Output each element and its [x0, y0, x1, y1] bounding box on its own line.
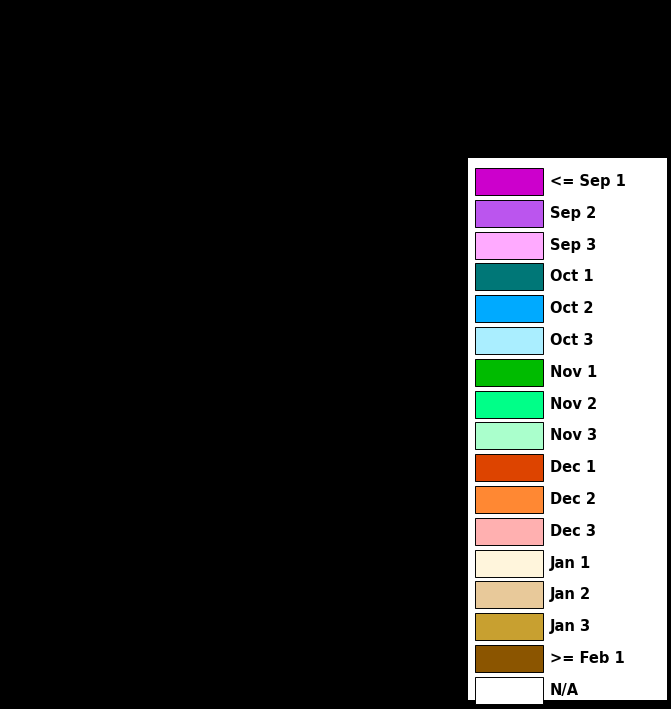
- Text: Oct 3: Oct 3: [550, 333, 594, 348]
- Bar: [475, 581, 543, 608]
- Text: Sep 3: Sep 3: [550, 238, 597, 252]
- Text: Jan 1: Jan 1: [550, 556, 591, 571]
- Bar: [475, 200, 543, 227]
- Text: Sep 2: Sep 2: [550, 206, 597, 220]
- Bar: [475, 423, 543, 450]
- Bar: [475, 677, 543, 704]
- Text: Jan 3: Jan 3: [550, 619, 591, 634]
- Bar: [475, 295, 543, 322]
- Bar: [475, 327, 543, 354]
- Bar: [475, 391, 543, 418]
- Text: Nov 2: Nov 2: [550, 396, 597, 412]
- Text: Nov 1: Nov 1: [550, 365, 597, 380]
- Bar: [475, 613, 543, 640]
- Bar: [475, 454, 543, 481]
- Text: Jan 2: Jan 2: [550, 587, 591, 603]
- Text: Dec 1: Dec 1: [550, 460, 596, 475]
- Text: >= Feb 1: >= Feb 1: [550, 651, 625, 666]
- Bar: [475, 549, 543, 576]
- Bar: [468, 158, 667, 700]
- Bar: [475, 645, 543, 672]
- Bar: [475, 518, 543, 545]
- Text: N/A: N/A: [550, 683, 579, 698]
- Text: <= Sep 1: <= Sep 1: [550, 174, 626, 189]
- Text: Dec 2: Dec 2: [550, 492, 596, 507]
- Text: Dec 3: Dec 3: [550, 524, 596, 539]
- Text: Oct 1: Oct 1: [550, 269, 594, 284]
- Bar: [475, 232, 543, 259]
- Bar: [475, 359, 543, 386]
- Bar: [475, 486, 543, 513]
- Text: Oct 2: Oct 2: [550, 301, 594, 316]
- Bar: [475, 168, 543, 195]
- Text: Nov 3: Nov 3: [550, 428, 597, 443]
- Bar: [475, 264, 543, 291]
